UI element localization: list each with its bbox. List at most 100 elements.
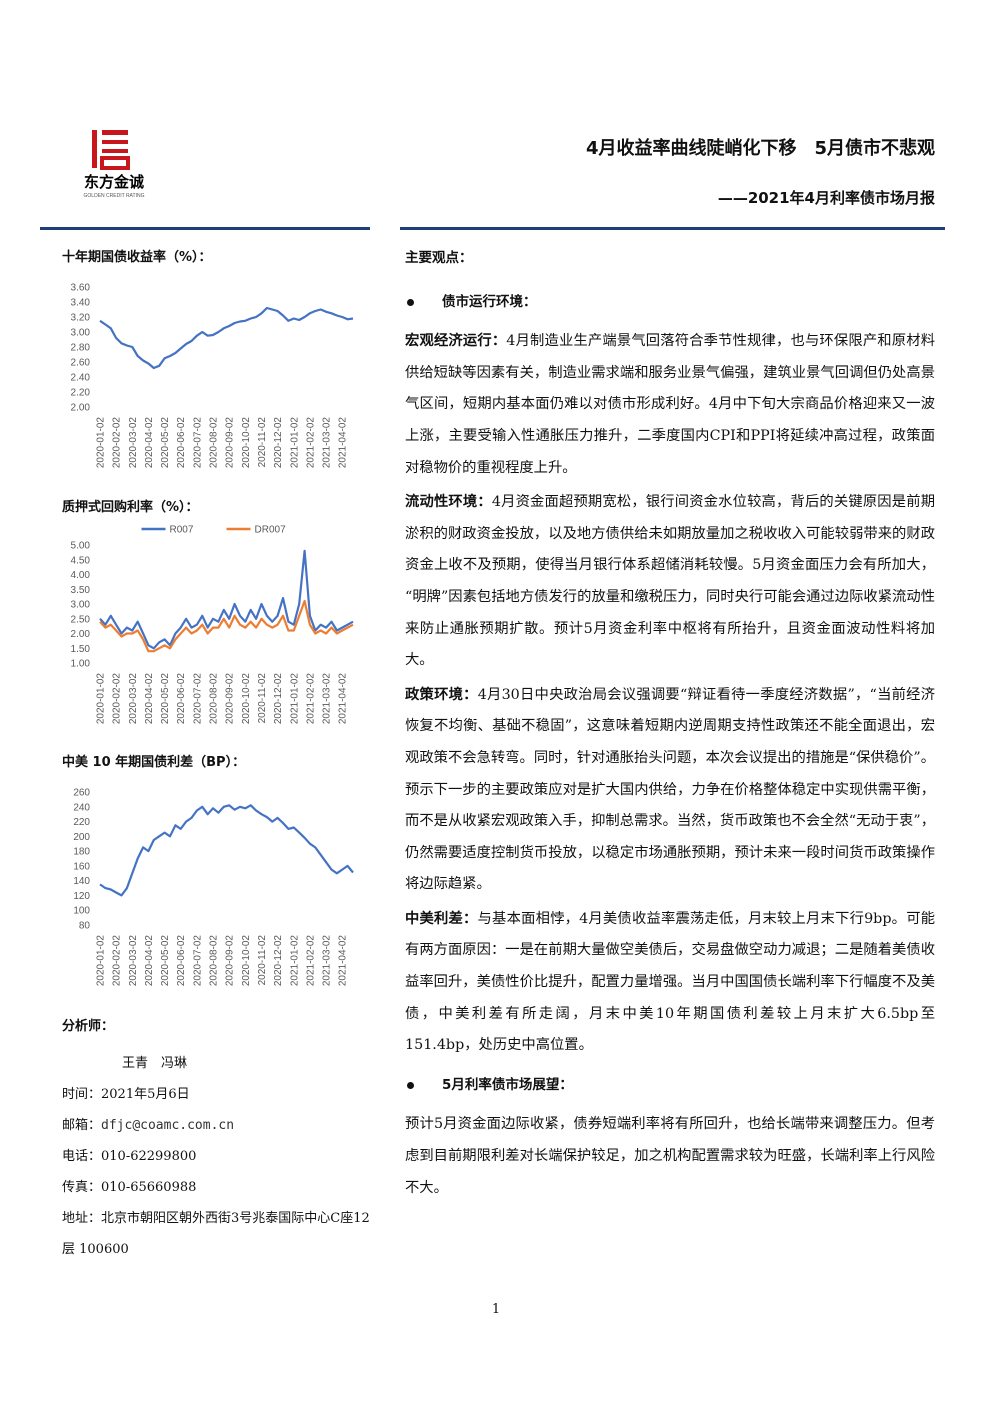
y-tick-label: 2.60 bbox=[71, 358, 91, 369]
logo: 东方金诚 GOLDEN CREDIT RATING bbox=[84, 130, 145, 199]
x-tick-label: 2020-06-02 bbox=[176, 417, 187, 469]
x-tick-label: 2021-03-02 bbox=[322, 935, 333, 987]
contact-label: 地址： bbox=[62, 1211, 102, 1226]
logo-bar bbox=[100, 156, 130, 170]
y-tick-label: 100 bbox=[73, 906, 90, 917]
logo-bar bbox=[102, 140, 128, 144]
y-tick-label: 1.00 bbox=[71, 659, 91, 670]
y-tick-label: 2.40 bbox=[71, 373, 91, 384]
y-tick-label: 3.60 bbox=[71, 283, 91, 294]
x-tick-label: 2020-03-02 bbox=[128, 417, 139, 469]
x-tick-label: 2021-04-02 bbox=[338, 417, 349, 469]
y-tick-label: 4.00 bbox=[71, 570, 91, 581]
x-tick-label: 2020-08-02 bbox=[209, 417, 220, 469]
x-tick-label: 2021-04-02 bbox=[338, 935, 349, 987]
x-tick-label: 2020-07-02 bbox=[192, 673, 203, 725]
y-tick-label: 180 bbox=[73, 847, 90, 858]
y-tick-label: 140 bbox=[73, 876, 90, 887]
y-tick-label: 220 bbox=[73, 817, 90, 828]
legend-label: R007 bbox=[170, 525, 194, 536]
doc-title: 4月收益率曲线陡峭化下移 5月债市不悲观 bbox=[585, 138, 935, 159]
doc-subtitle: ——2021年4月利率债市场月报 bbox=[717, 189, 935, 207]
chart-title: 中美 10 年期国债利差（BP）： bbox=[62, 755, 246, 770]
contact-label: 邮箱： bbox=[62, 1118, 102, 1133]
contact-value: dfjc@coamc.com.cn bbox=[101, 1118, 235, 1133]
analyst-info: 分析师： 王青 冯琳 时间：2021年5月6日 邮箱：dfjc@coamc.com… bbox=[62, 1011, 372, 1265]
y-tick-label: 3.00 bbox=[71, 328, 91, 339]
logo-bar bbox=[92, 130, 97, 168]
x-tick-label: 2021-01-02 bbox=[289, 417, 300, 469]
x-tick-label: 2020-01-02 bbox=[96, 935, 107, 987]
logo-name: 东方金诚 bbox=[84, 173, 144, 191]
header-rule bbox=[40, 227, 370, 230]
x-tick-label: 2020-02-02 bbox=[112, 935, 123, 987]
paragraph-lead: 流动性环境： bbox=[405, 494, 492, 511]
data-line bbox=[99, 804, 354, 897]
y-tick-label: 2.00 bbox=[71, 629, 91, 640]
paragraph-body: 与基本面相悖，4月美债收益率震荡走低，月末较上月末下行9bp。可能有两方面原因：… bbox=[405, 910, 935, 1054]
header-rule bbox=[400, 227, 945, 230]
y-tick-label: 3.20 bbox=[71, 313, 91, 324]
main-text: 主要观点： 债市运行环境： 宏观经济运行：4月制造业生产端景气回落符合季节性规律… bbox=[405, 243, 935, 1207]
x-tick-label: 2020-06-02 bbox=[176, 935, 187, 987]
x-tick-label: 2020-07-02 bbox=[192, 417, 203, 469]
data-line bbox=[99, 549, 354, 650]
logo-bar bbox=[102, 149, 128, 153]
x-tick-label: 2020-11-02 bbox=[257, 673, 268, 724]
y-tick-label: 3.50 bbox=[71, 585, 91, 596]
x-tick-label: 2020-05-02 bbox=[160, 673, 171, 725]
legend-label: DR007 bbox=[255, 525, 287, 536]
x-tick-label: 2021-04-02 bbox=[338, 673, 349, 725]
paragraph-lead: 宏观经济运行： bbox=[405, 333, 507, 350]
paragraphs: 宏观经济运行：4月制造业生产端景气回落符合季节性规律，也与环保限产和原材料供给短… bbox=[405, 326, 935, 1062]
x-tick-label: 2020-09-02 bbox=[225, 417, 236, 469]
y-tick-label: 2.50 bbox=[71, 614, 91, 625]
chart: 1.00 1.50 2.00 2.50 3.00 3.50 4.00 4.50 5.00 2020… bbox=[71, 525, 354, 725]
x-tick-label: 2020-11-02 bbox=[257, 417, 268, 468]
x-tick-label: 2020-02-02 bbox=[112, 417, 123, 469]
paragraph: 流动性环境：4月资金面超预期宽松，银行间资金水位较高，背后的关键原因是前期淤积的… bbox=[405, 487, 935, 677]
paragraph-body: 4月制造业生产端景气回落符合季节性规律，也与环保限产和原材料供给短缺等因素有关，… bbox=[405, 333, 936, 476]
chart-title: 十年期国债收益率（%）： bbox=[62, 250, 212, 265]
paragraph: 宏观经济运行：4月制造业生产端景气回落符合季节性规律，也与环保限产和原材料供给短… bbox=[405, 326, 935, 484]
x-tick-label: 2020-03-02 bbox=[128, 935, 139, 987]
y-tick-label: 4.50 bbox=[71, 555, 91, 566]
x-tick-label: 2021-01-02 bbox=[289, 673, 300, 725]
x-tick-label: 2020-06-02 bbox=[176, 673, 187, 725]
chart: 80 100 120 140 160 180 200 220 240 260 2020-01-02 2… bbox=[73, 788, 354, 987]
contact-item: 时间：2021年5月6日 bbox=[62, 1079, 372, 1110]
x-tick-label: 2021-02-02 bbox=[305, 935, 316, 987]
contact-value: 010-65660988 bbox=[101, 1180, 197, 1195]
analyst-heading: 分析师： bbox=[62, 1019, 115, 1034]
paragraph: 政策环境：4月30日中央政治局会议强调要“辩证看待一季度经济数据”，“当前经济恢… bbox=[405, 680, 935, 901]
y-tick-label: 120 bbox=[73, 891, 90, 902]
paragraph-lead: 政策环境： bbox=[405, 686, 478, 703]
chart-title: 质押式回购利率（%）： bbox=[62, 500, 199, 515]
x-tick-label: 2021-01-02 bbox=[289, 935, 300, 987]
x-tick-label: 2020-12-02 bbox=[273, 417, 284, 469]
chart: 2.00 2.20 2.40 2.60 2.80 3.00 3.20 3.40 3.60 2020… bbox=[71, 283, 354, 469]
x-tick-label: 2020-01-02 bbox=[96, 673, 107, 725]
bullet-heading: 5月利率债市场展望： bbox=[405, 1070, 935, 1102]
x-tick-label: 2020-09-02 bbox=[225, 673, 236, 725]
logo-sub: GOLDEN CREDIT RATING bbox=[84, 193, 145, 199]
x-tick-label: 2020-04-02 bbox=[144, 417, 155, 469]
y-tick-label: 240 bbox=[73, 802, 90, 813]
y-tick-label: 160 bbox=[73, 861, 90, 872]
x-tick-label: 2020-12-02 bbox=[273, 673, 284, 725]
x-tick-label: 2020-10-02 bbox=[241, 673, 252, 725]
y-tick-label: 5.00 bbox=[71, 541, 91, 552]
x-tick-label: 2020-10-02 bbox=[241, 417, 252, 469]
x-tick-label: 2021-03-02 bbox=[322, 673, 333, 725]
contact-item: 电话：010-62299800 bbox=[62, 1141, 372, 1172]
x-tick-label: 2020-12-02 bbox=[273, 935, 284, 987]
data-line bbox=[99, 306, 354, 370]
x-tick-label: 2020-08-02 bbox=[209, 935, 220, 987]
x-tick-label: 2020-04-02 bbox=[144, 673, 155, 725]
x-tick-label: 2020-05-02 bbox=[160, 935, 171, 987]
contact-label: 电话： bbox=[62, 1149, 102, 1164]
x-tick-label: 2020-09-02 bbox=[225, 935, 236, 987]
y-tick-label: 3.00 bbox=[71, 600, 91, 611]
logo-bar bbox=[102, 130, 128, 135]
